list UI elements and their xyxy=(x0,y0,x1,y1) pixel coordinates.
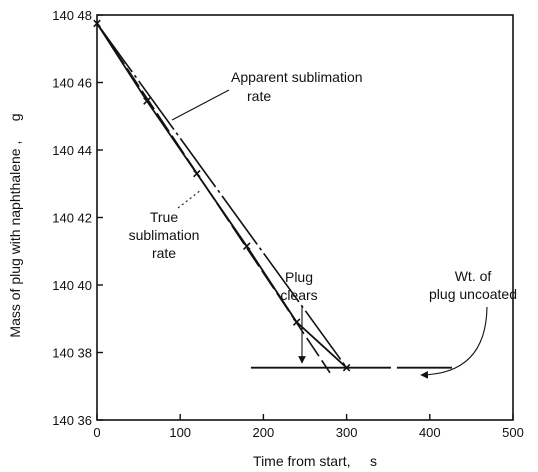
annotations-layer: Apparent sublimation rate True sublimati… xyxy=(129,69,517,379)
annotation-plug-line-1: Plug xyxy=(285,269,313,285)
data-point-2 xyxy=(193,169,201,178)
y-tick-label-2: 140 40 xyxy=(52,278,92,293)
data-point-5 xyxy=(342,363,351,372)
x-tick-label-300: 300 xyxy=(336,425,358,440)
x-tick-label-500: 500 xyxy=(502,425,524,440)
annotation-plug-line-2: clears xyxy=(280,287,317,303)
annotation-uncoated-line-2: plug uncoated xyxy=(429,286,517,302)
x-tick-label-100: 100 xyxy=(169,425,191,440)
y-axis-label: Mass of plug with naphthalene , g xyxy=(7,113,23,337)
ticks-layer: 0 100 200 300 400 500 140 36 140 38 140 40 140 42… xyxy=(52,8,524,440)
true-rate-line xyxy=(96,22,331,374)
y-tick-label-6: 140 48 xyxy=(52,8,92,23)
y-tick-label-3: 140 42 xyxy=(52,211,92,226)
data-point-1 xyxy=(143,97,151,105)
apparent-leader xyxy=(171,89,230,121)
x-tick-label-200: 200 xyxy=(253,425,275,440)
annotation-apparent-line-2: rate xyxy=(247,88,271,104)
annotation-uncoated-line-1: Wt. of xyxy=(455,268,492,284)
annotation-true-line-2: sublimation xyxy=(129,227,200,243)
y-tick-label-0: 140 36 xyxy=(52,413,92,428)
true-leader xyxy=(177,189,202,209)
y-tick-label-5: 140 46 xyxy=(52,76,92,91)
uncoated-arrow xyxy=(420,306,488,379)
y-tick-label-1: 140 38 xyxy=(52,346,92,361)
annotation-true-line-1: True xyxy=(150,209,178,225)
x-axis-label: Time from start, s xyxy=(253,453,377,469)
data-point-4 xyxy=(292,318,301,326)
plot-layer xyxy=(93,19,455,374)
annotation-apparent-line-1: Apparent sublimation xyxy=(231,69,363,85)
x-tick-label-400: 400 xyxy=(419,425,441,440)
x-tick-label-0: 0 xyxy=(93,425,100,440)
annotation-true-line-3: rate xyxy=(152,245,176,261)
y-tick-label-4: 140 44 xyxy=(52,143,92,158)
data-point-3 xyxy=(242,242,251,250)
